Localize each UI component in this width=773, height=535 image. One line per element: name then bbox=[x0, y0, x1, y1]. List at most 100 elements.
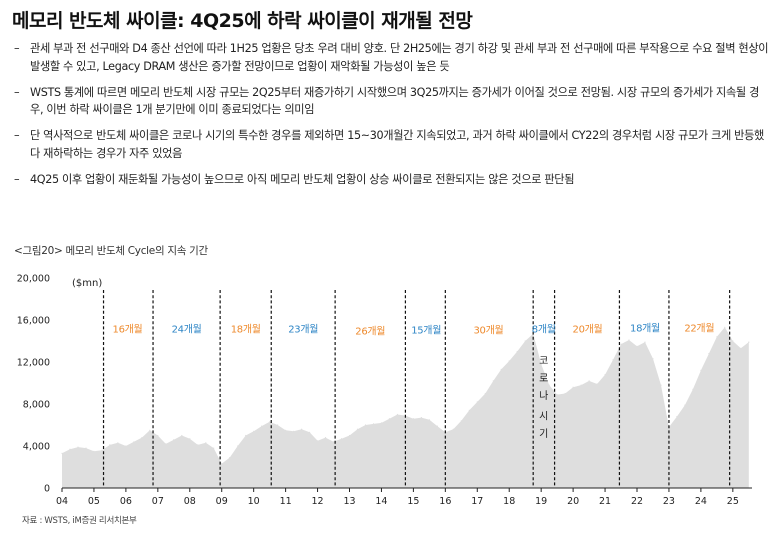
data-point bbox=[692, 388, 694, 390]
data-point bbox=[253, 430, 255, 432]
data-point bbox=[564, 392, 566, 395]
bullet-list: – 관세 부과 전 선구매와 D4 종산 선언에 따라 1H25 업황은 당초 우… bbox=[14, 40, 769, 197]
x-tick-label: 23 bbox=[663, 496, 675, 507]
x-tick-label: 08 bbox=[184, 496, 196, 507]
data-point bbox=[596, 383, 598, 385]
cycle-label: 8개월 bbox=[532, 323, 556, 335]
page-title: 메모리 반도체 싸이클: 4Q25에 하락 싸이클이 재개될 전망 bbox=[12, 10, 473, 32]
data-point bbox=[101, 449, 103, 451]
label-layer: 16개월 24개월 18개월 23개월 26개월 15개월 30개월 8개월 20개월 18개월 2… bbox=[113, 322, 715, 440]
y-tick-label: 4,000 bbox=[23, 442, 50, 453]
x-tick-label: 24 bbox=[695, 496, 707, 507]
memory-cycle-chart: 0 4,000 8,000 12,000 16,000 20,000 04 05 06 07 08 0… bbox=[17, 274, 752, 507]
data-point bbox=[332, 441, 335, 443]
series-area bbox=[62, 327, 749, 488]
data-point bbox=[293, 430, 295, 432]
data-point bbox=[652, 358, 654, 360]
x-tick-label: 18 bbox=[503, 496, 515, 507]
data-point bbox=[580, 384, 582, 386]
data-point bbox=[588, 380, 590, 382]
divider-layer bbox=[102, 290, 731, 488]
x-tick-label: 25 bbox=[727, 496, 739, 507]
data-point bbox=[181, 434, 183, 437]
bullet-text: 관세 부과 전 선구매와 D4 종산 선언에 따라 1H25 업황은 당초 우려… bbox=[30, 42, 769, 73]
data-point bbox=[420, 417, 422, 419]
data-point bbox=[708, 353, 710, 355]
data-point bbox=[141, 437, 143, 439]
data-point bbox=[197, 444, 199, 446]
data-point bbox=[85, 447, 87, 449]
bullet-dash: – bbox=[14, 172, 20, 186]
figure-caption: <그림20> 메모리 반도체 Cycle의 지속 기간 bbox=[14, 245, 208, 257]
x-tick-label: 14 bbox=[375, 496, 387, 507]
data-point bbox=[173, 439, 175, 441]
data-point bbox=[724, 326, 726, 328]
x-tick-label: 07 bbox=[152, 496, 164, 507]
cycle-label: 26개월 bbox=[355, 326, 385, 338]
x-tick-label: 10 bbox=[248, 496, 260, 507]
bullet-text: 단 역사적으로 반도체 싸이클은 코로나 시기의 특수한 경우를 제외하면 15… bbox=[30, 129, 764, 160]
x-tick-label: 20 bbox=[567, 496, 579, 507]
data-point bbox=[213, 447, 215, 449]
data-point bbox=[221, 463, 223, 465]
cycle-label: 18개월 bbox=[630, 322, 660, 334]
cycle-label: 30개월 bbox=[473, 324, 503, 336]
data-point bbox=[740, 347, 742, 349]
x-tick-label: 06 bbox=[120, 496, 132, 507]
data-point bbox=[428, 419, 430, 421]
data-point bbox=[500, 368, 502, 370]
data-point bbox=[412, 418, 414, 420]
data-point bbox=[317, 440, 319, 442]
x-tick-label: 19 bbox=[535, 496, 547, 507]
data-point bbox=[748, 341, 750, 343]
data-point bbox=[396, 413, 398, 416]
data-point bbox=[77, 446, 79, 448]
data-point bbox=[612, 359, 614, 361]
y-tick-label: 12,000 bbox=[17, 358, 50, 369]
cycle-label: 22개월 bbox=[684, 322, 714, 334]
data-point bbox=[700, 369, 702, 371]
y-tick-label: 20,000 bbox=[17, 274, 50, 285]
data-point bbox=[364, 424, 367, 426]
x-tick-label: 12 bbox=[312, 496, 324, 507]
data-point bbox=[269, 421, 271, 423]
data-point bbox=[716, 336, 718, 338]
data-point bbox=[309, 431, 311, 433]
data-point bbox=[237, 445, 239, 447]
unit-label: ($mn) bbox=[72, 278, 102, 289]
bullet-item: – WSTS 통계에 따르면 메모리 반도체 시장 규모는 2Q25부터 재증가하… bbox=[14, 84, 769, 119]
cycle-label: 18개월 bbox=[231, 323, 261, 335]
data-point bbox=[285, 429, 287, 431]
x-tick-label: 13 bbox=[343, 496, 355, 507]
y-tick-label: 16,000 bbox=[17, 316, 50, 327]
data-point bbox=[324, 437, 327, 439]
data-point bbox=[380, 422, 382, 424]
bullet-item: –4Q25 이후 업황이 재둔화될 가능성이 높으므로 아직 메모리 반도체 업… bbox=[14, 171, 769, 189]
data-point bbox=[516, 350, 518, 353]
data-point bbox=[61, 452, 63, 454]
data-point bbox=[69, 448, 71, 450]
data-point bbox=[348, 434, 351, 437]
bullet-dash: – bbox=[14, 42, 20, 55]
data-point bbox=[484, 392, 486, 395]
data-point bbox=[356, 428, 359, 430]
data-point bbox=[476, 401, 478, 403]
data-point bbox=[93, 450, 95, 452]
data-point bbox=[492, 380, 494, 382]
x-tick-label: 22 bbox=[631, 496, 643, 507]
bullet-dash: – bbox=[14, 85, 20, 99]
data-point bbox=[460, 420, 462, 422]
data-point bbox=[676, 416, 678, 418]
data-point bbox=[644, 341, 646, 343]
x-tick-label: 15 bbox=[407, 496, 419, 507]
data-point bbox=[436, 425, 438, 427]
x-tick-label: 05 bbox=[88, 496, 100, 507]
y-tick-label: 8,000 bbox=[23, 400, 50, 411]
x-tick-label: 11 bbox=[280, 496, 292, 507]
source-note: 자료 : WSTS, iM증권 리서치본부 bbox=[22, 516, 137, 526]
bullet-text: 4Q25 이후 업황이 재둔화될 가능성이 높으므로 아직 메모리 반도체 업황… bbox=[30, 172, 575, 186]
x-tick-label: 09 bbox=[216, 496, 228, 507]
data-point bbox=[261, 425, 263, 427]
